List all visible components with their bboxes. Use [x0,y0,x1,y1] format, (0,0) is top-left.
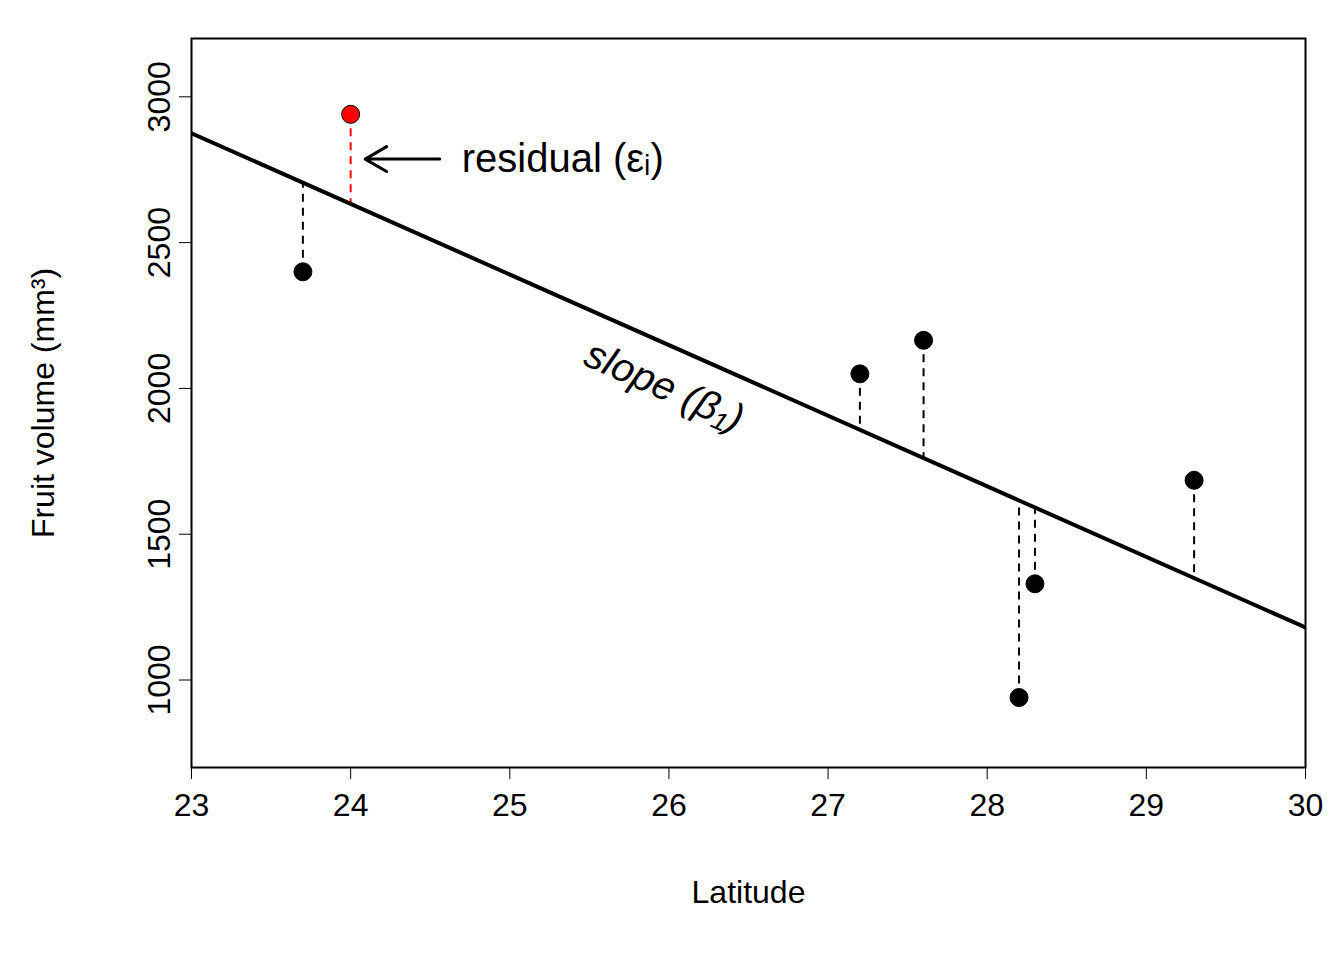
svg-text:27: 27 [810,787,846,823]
svg-text:2500: 2500 [141,207,177,278]
svg-text:25: 25 [492,787,528,823]
svg-text:2000: 2000 [141,353,177,424]
svg-text:Latitude: Latitude [692,874,806,910]
svg-text:1000: 1000 [141,644,177,715]
svg-text:Fruit volume (mm³): Fruit volume (mm³) [25,268,61,538]
svg-text:slope (β₁): slope (β₁) [579,331,751,440]
svg-text:3000: 3000 [141,61,177,132]
svg-text:29: 29 [1129,787,1165,823]
svg-text:1500: 1500 [141,499,177,570]
svg-text:28: 28 [969,787,1005,823]
svg-text:30: 30 [1288,787,1324,823]
svg-text:23: 23 [174,787,210,823]
svg-text:24: 24 [333,787,369,823]
svg-text:26: 26 [651,787,687,823]
svg-text:residual (εᵢ): residual (εᵢ) [462,136,664,180]
